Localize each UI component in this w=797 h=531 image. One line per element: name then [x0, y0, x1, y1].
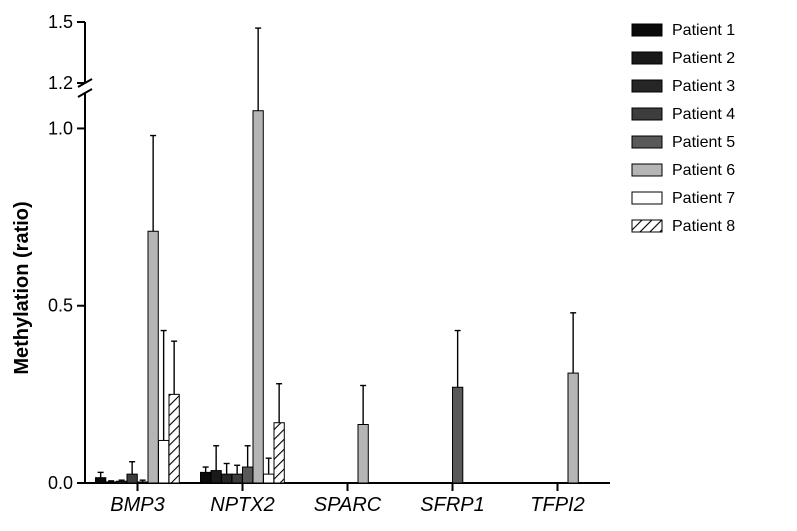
x-group-label: SFRP1 [420, 494, 484, 516]
legend-label: Patient 4 [672, 106, 735, 123]
legend-swatch [632, 220, 662, 232]
y-tick-label: 0.0 [48, 473, 73, 493]
legend-swatch [632, 192, 662, 204]
bar [253, 111, 263, 483]
bar [358, 425, 368, 484]
bar [96, 478, 106, 483]
bar [169, 394, 179, 483]
legend-label: Patient 3 [672, 78, 735, 95]
legend-label: Patient 6 [672, 162, 735, 179]
legend-swatch [632, 80, 662, 92]
legend-swatch [632, 136, 662, 148]
legend-swatch [632, 24, 662, 36]
bar [106, 482, 116, 483]
y-tick-label: 1.2 [48, 73, 73, 93]
legend-swatch [632, 108, 662, 120]
x-group-label: BMP3 [110, 494, 164, 516]
legend-label: Patient 1 [672, 22, 735, 39]
x-group-label: SPARC [314, 494, 382, 516]
bar [148, 231, 158, 483]
methylation-bar-chart: 0.0 0.5 1.0 1.2 1.5 Methylation (ratio) BMP3 NP… [0, 0, 797, 531]
y-tick-label: 0.5 [48, 296, 73, 316]
bar [232, 474, 242, 483]
y-tick-label: 1.0 [48, 118, 73, 138]
legend-swatch [632, 164, 662, 176]
legend-label: Patient 5 [672, 134, 735, 151]
bar [274, 423, 284, 483]
legend-label: Patient 2 [672, 50, 735, 67]
legend-label: Patient 8 [672, 218, 735, 235]
bar [243, 467, 253, 483]
bar [568, 373, 578, 483]
legend-label: Patient 7 [672, 190, 735, 207]
bar [117, 481, 127, 483]
bar [453, 387, 463, 483]
x-group-label: NPTX2 [210, 494, 274, 516]
y-tick-label: 1.5 [48, 12, 73, 32]
bar [159, 440, 169, 483]
bar [138, 482, 148, 483]
bar [264, 474, 274, 483]
bar [211, 471, 221, 483]
y-axis-title: Methylation (ratio) [11, 201, 33, 374]
x-group-label: TFPI2 [530, 494, 584, 516]
legend-swatch [632, 52, 662, 64]
bar [127, 474, 137, 483]
bar [201, 472, 211, 483]
bar [222, 474, 232, 483]
